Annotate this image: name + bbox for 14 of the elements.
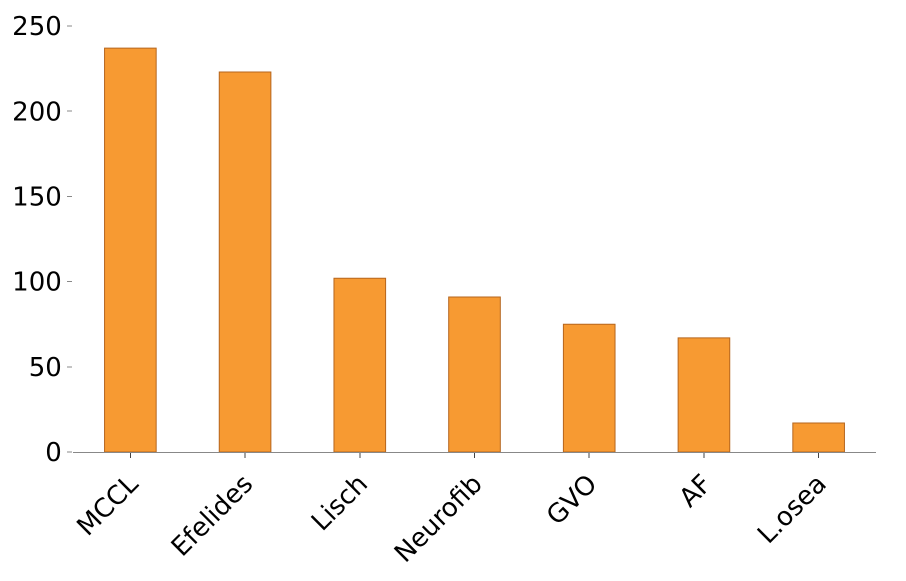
bar bbox=[333, 278, 386, 452]
y-tick-label: 50 bbox=[28, 352, 62, 383]
bar bbox=[678, 337, 730, 452]
y-tick-label: 250 bbox=[12, 12, 62, 42]
y-tick-label: 0 bbox=[45, 438, 62, 468]
bar bbox=[792, 422, 845, 452]
y-tick-label: 200 bbox=[12, 97, 62, 128]
y-tick-label: 100 bbox=[12, 268, 62, 298]
bar bbox=[218, 72, 272, 452]
bar bbox=[104, 48, 157, 452]
y-tick-label: 150 bbox=[12, 182, 62, 212]
bar bbox=[448, 296, 501, 452]
bar bbox=[562, 324, 616, 452]
x-tick-label: AF bbox=[674, 469, 718, 514]
